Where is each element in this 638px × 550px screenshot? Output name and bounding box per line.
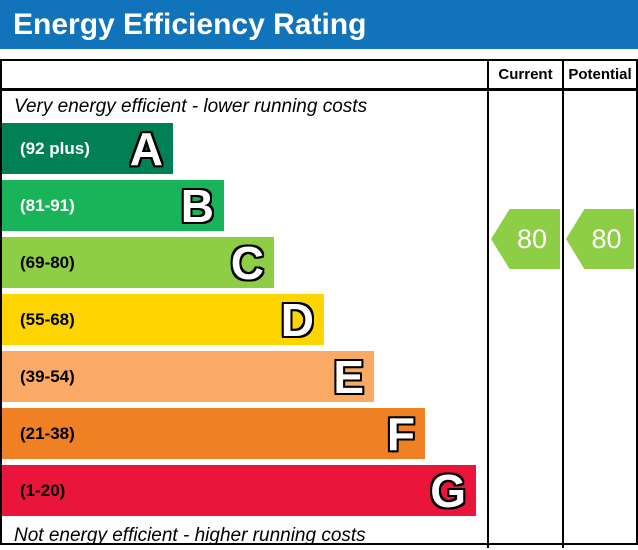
band-g: (1-20) G xyxy=(2,465,476,516)
band-f-range: (21-38) xyxy=(20,423,75,443)
band-e: (39-54) E xyxy=(2,351,374,402)
column-header-current: Current xyxy=(487,61,562,88)
band-a-range: (92 plus) xyxy=(20,138,90,158)
band-d-range: (55-68) xyxy=(20,309,75,329)
band-d: (55-68) D xyxy=(2,294,324,345)
band-c-letter: C xyxy=(230,236,265,289)
band-f-letter: F xyxy=(386,407,416,460)
potential-column: 80 xyxy=(562,91,636,548)
band-g-range: (1-20) xyxy=(20,480,66,500)
current-column: 80 xyxy=(487,91,562,548)
band-e-letter: E xyxy=(332,350,365,403)
potential-rating-arrow: 80 xyxy=(566,209,634,269)
band-e-range: (39-54) xyxy=(20,366,75,386)
band-c-range: (69-80) xyxy=(20,252,75,272)
title-bar: Energy Efficiency Rating xyxy=(0,0,638,49)
band-d-letter: D xyxy=(280,293,315,346)
rating-table: Current Potential Very energy efficient … xyxy=(0,59,638,548)
band-b-range: (81-91) xyxy=(20,195,75,215)
band-f: (21-38) F xyxy=(2,408,425,459)
page-title: Energy Efficiency Rating xyxy=(13,7,367,41)
potential-rating-value: 80 xyxy=(591,223,622,254)
band-a: (92 plus) A xyxy=(2,123,173,174)
header-spacer xyxy=(2,61,487,88)
band-g-letter: G xyxy=(429,464,467,517)
bands-area: Very energy efficient - lower running co… xyxy=(2,91,487,548)
current-rating-value: 80 xyxy=(516,223,548,254)
current-rating-arrow: 80 xyxy=(491,209,560,269)
caption-bottom: Not energy efficient - higher running co… xyxy=(14,525,366,546)
table-body: Very energy efficient - lower running co… xyxy=(2,91,636,548)
band-a-letter: A xyxy=(129,122,164,175)
caption-top: Very energy efficient - lower running co… xyxy=(14,96,368,117)
column-header-potential: Potential xyxy=(562,61,636,88)
table-header: Current Potential xyxy=(2,61,636,91)
band-c: (69-80) C xyxy=(2,237,274,288)
band-b-letter: B xyxy=(180,179,215,232)
band-b: (81-91) B xyxy=(2,180,224,231)
